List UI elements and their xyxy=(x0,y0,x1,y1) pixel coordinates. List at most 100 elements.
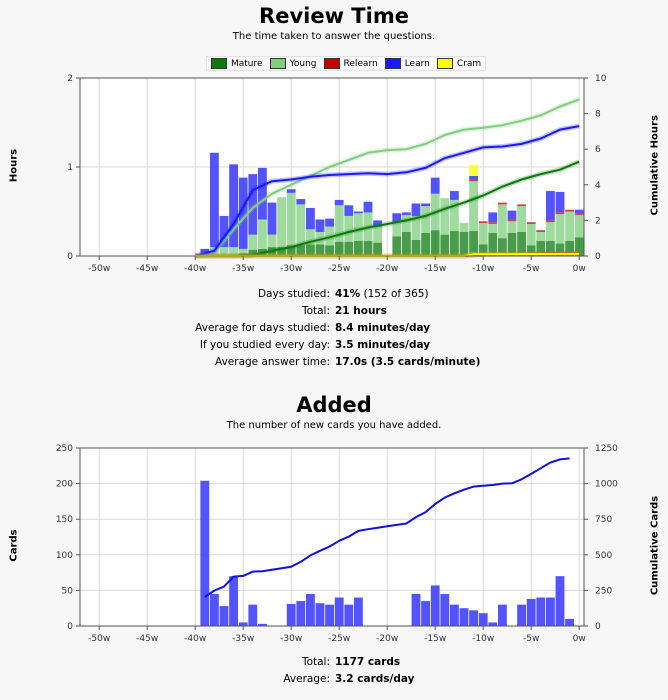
bar-learn xyxy=(469,175,479,180)
bar-relearn xyxy=(565,209,575,212)
bar-learn xyxy=(305,207,315,230)
bar-cards xyxy=(449,604,459,626)
legend-label-cram: Cram xyxy=(456,58,482,69)
y-tick-label-right: 1000 xyxy=(595,480,618,490)
y-tick-label-left: 100 xyxy=(56,551,73,561)
bar-cards xyxy=(229,576,239,626)
bar-young xyxy=(574,215,584,238)
bar-mature xyxy=(392,236,402,256)
bar-relearn xyxy=(517,204,527,207)
bar-young xyxy=(459,223,469,232)
bar-learn xyxy=(200,248,210,256)
bar-mature xyxy=(478,244,488,256)
added-stats: Total: 1177 cards Average: 3.2 cards/day xyxy=(0,653,668,687)
legend-label-young: Young xyxy=(289,58,317,69)
bar-mature xyxy=(286,245,296,256)
x-tick-label: -25w xyxy=(328,264,350,274)
bar-young xyxy=(277,197,287,248)
bar-mature xyxy=(440,234,450,256)
x-tick-label: -30w xyxy=(280,264,302,274)
bar-learn xyxy=(363,201,373,213)
x-tick-label: -45w xyxy=(136,264,158,274)
y-tick-label-right: 750 xyxy=(595,515,612,525)
stat-value-main: 41% xyxy=(335,287,361,300)
bar-mature xyxy=(277,247,287,256)
bar-cards xyxy=(353,597,363,626)
bar-mature xyxy=(315,244,325,256)
cumulative-line-learn xyxy=(194,125,580,257)
bar-young xyxy=(411,215,421,240)
bar-cards xyxy=(315,603,325,626)
bar-relearn xyxy=(555,212,565,215)
bar-cards xyxy=(219,606,229,626)
bar-relearn xyxy=(536,230,546,232)
bar-young xyxy=(545,222,555,241)
bar-cards xyxy=(238,622,248,626)
x-tick-label: -20w xyxy=(376,264,398,274)
legend-swatch-mature xyxy=(211,58,227,69)
bar-young xyxy=(334,205,344,242)
bar-mature xyxy=(363,240,373,256)
bar-mature xyxy=(248,249,258,256)
x-tick-label: 0w xyxy=(573,634,586,644)
bar-mature xyxy=(497,238,507,256)
bar-young xyxy=(344,215,354,242)
y-tick-label-right: 0 xyxy=(595,622,601,632)
bar-mature xyxy=(430,230,440,256)
bar-cards xyxy=(478,613,488,626)
bar-relearn xyxy=(488,222,498,224)
bar-cards xyxy=(344,604,354,626)
bar-learn xyxy=(392,213,402,223)
bar-young xyxy=(536,231,546,241)
bar-learn xyxy=(555,191,565,213)
legend-swatch-cram xyxy=(436,58,453,69)
bar-young xyxy=(565,211,575,241)
y-tick-label-right: 500 xyxy=(595,551,612,561)
x-tick-label: -5w xyxy=(523,264,539,274)
y-tick-label-left: 150 xyxy=(56,515,73,525)
stat-value: 21 hours xyxy=(335,304,387,317)
review-time-title: Review Time xyxy=(259,4,409,28)
stat-label: Days studied: xyxy=(257,287,330,300)
legend-swatch-learn xyxy=(384,58,401,69)
bar-learn xyxy=(574,209,584,214)
bar-cards xyxy=(296,601,306,626)
stat-value: 41% (152 of 365) xyxy=(335,288,429,300)
legend-item-relearn: Relearn xyxy=(323,58,378,69)
stat-label: If you studied every day: xyxy=(199,338,330,351)
stat-label: Average: xyxy=(283,672,330,685)
bar-mature xyxy=(555,243,565,256)
bar-cards xyxy=(459,608,469,626)
bar-young xyxy=(286,192,296,246)
x-tick-label: -40w xyxy=(184,634,206,644)
x-tick-label: -15w xyxy=(424,264,446,274)
bar-young xyxy=(401,215,411,232)
stat-row-total-cards: Total: 1177 cards xyxy=(0,653,668,670)
bar-learn xyxy=(488,212,498,223)
x-tick-label: -50w xyxy=(88,264,110,274)
bar-cards xyxy=(440,593,450,626)
bar-cards xyxy=(526,598,536,626)
legend-label-mature: Mature xyxy=(231,58,263,69)
stat-value: 3.5 minutes/day xyxy=(335,338,431,351)
bar-young xyxy=(392,222,402,237)
bar-mature xyxy=(411,239,421,256)
bar-relearn xyxy=(469,179,479,182)
y-tick-label-right: 2 xyxy=(595,216,601,226)
y-tick-label-left: 250 xyxy=(56,444,73,454)
legend-item-learn: Learn xyxy=(384,58,430,69)
review-stats: Days studied: 41% (152 of 365) Total: 21… xyxy=(0,285,668,370)
bar-cards xyxy=(469,610,479,626)
plot-area xyxy=(80,448,584,626)
x-tick-label: -5w xyxy=(523,634,539,644)
x-tick-label: 0w xyxy=(573,264,586,274)
bar-mature xyxy=(334,241,344,256)
bar-learn xyxy=(229,164,239,248)
added-chart: -50w -45w -40w -35w -30w -25w -20w -15w -10w -5w 0… xyxy=(56,444,618,644)
bar-learn xyxy=(248,174,258,235)
bar-mature xyxy=(517,231,527,256)
bar-young xyxy=(478,223,488,245)
bar-young xyxy=(267,234,277,248)
bar-mature xyxy=(526,245,536,256)
bar-mature xyxy=(488,232,498,256)
